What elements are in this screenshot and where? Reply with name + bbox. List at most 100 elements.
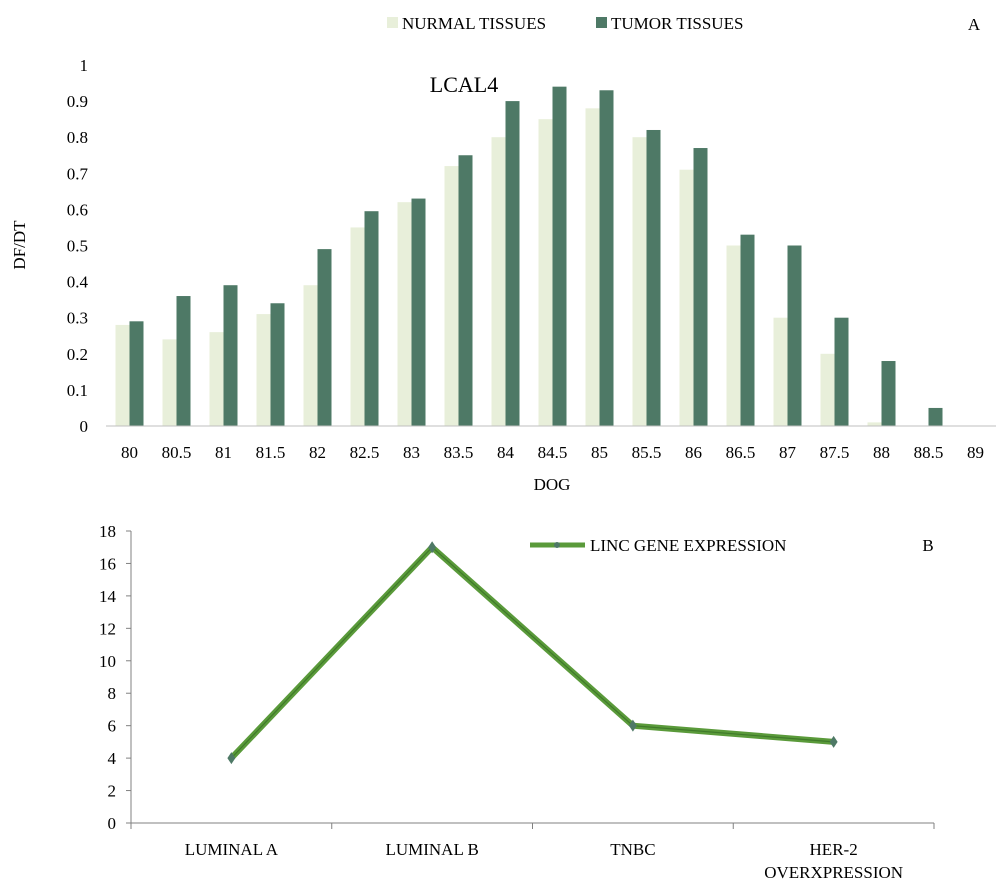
panel-a-x-tick-label: 85.5	[632, 443, 662, 462]
panel-b-x-tick-label: LUMINAL B	[385, 840, 478, 859]
bar-normal-tissues	[867, 422, 882, 426]
panel-a-x-tick-label: 88.5	[914, 443, 944, 462]
legend-swatch-normal	[387, 17, 398, 28]
panel-b-x-tick-label: OVERXPRESSION	[764, 863, 903, 882]
panel-a-y-tick-label: 0.9	[67, 92, 88, 111]
panel-a-x-tick-label: 80.5	[162, 443, 192, 462]
series-point-linc	[628, 719, 637, 732]
panel-a-x-tick-label: 86.5	[726, 443, 756, 462]
bar-normal-tissues	[303, 285, 318, 426]
panel-a-x-tick-label: 82.5	[350, 443, 380, 462]
bar-tumor-tissues	[740, 234, 755, 426]
bar-tumor-tissues	[223, 285, 238, 426]
bar-normal-tissues	[585, 108, 600, 426]
bar-normal-tissues	[679, 169, 694, 426]
panel-b-x-tick-label: TNBC	[610, 840, 655, 859]
bar-tumor-tissues	[505, 101, 520, 426]
panel-a-x-tick-label: 82	[309, 443, 326, 462]
panel-a-legend: NURMAL TISSUES TUMOR TISSUES	[387, 14, 743, 33]
panel-b-y-tick-label: 6	[108, 717, 117, 736]
panel-b-y-tick-label: 8	[108, 684, 117, 703]
panel-a-y-tick-label: 0.3	[67, 309, 88, 328]
bar-tumor-tissues	[599, 90, 614, 427]
panel-a-label: A	[968, 15, 981, 34]
panel-a-y-tick-label: 0.7	[67, 164, 89, 183]
bar-tumor-tissues	[787, 245, 802, 426]
panel-a-x-axis-label: DOG	[534, 475, 571, 494]
bar-normal-tissues	[632, 137, 647, 426]
bar-tumor-tissues	[411, 198, 426, 426]
panel-a-x-tick-label: 83.5	[444, 443, 474, 462]
panel-b-x-ticks: LUMINAL A LUMINAL B TNBC HER-2 OVERXPRESSION	[130, 823, 935, 882]
bar-tumor-tissues	[552, 86, 567, 426]
panel-a-y-ticks: 0 0.1 0.2 0.3 0.4 0.5 0.6 0.7 0.8 0.9 1	[67, 56, 89, 436]
panel-a-x-tick-label: 87	[779, 443, 797, 462]
panel-b-y-tick-label: 18	[99, 522, 116, 541]
panel-b-y-tick-label: 2	[108, 782, 117, 801]
series-point-linc	[428, 541, 437, 554]
panel-b-x-tick-label: HER-2	[810, 840, 858, 859]
panel-a-y-tick-label: 0.6	[67, 200, 88, 219]
panel-a-x-tick-label: 89	[967, 443, 984, 462]
bar-normal-tissues	[397, 202, 412, 426]
panel-a-x-tick-label: 87.5	[820, 443, 850, 462]
bar-tumor-tissues	[881, 361, 896, 426]
panel-a-x-tick-label: 81	[215, 443, 232, 462]
legend-swatch-tumor	[596, 17, 607, 28]
bar-normal-tissues	[444, 166, 459, 426]
panel-a-title: LCAL4	[430, 72, 498, 97]
bar-tumor-tissues	[693, 148, 708, 426]
bar-tumor-tissues	[317, 249, 332, 426]
bar-tumor-tissues	[928, 407, 943, 426]
panel-b-line-chart: B LINC GENE EXPRESSION 0 2 4 6 8 10 12 14 16 18 L…	[99, 522, 935, 882]
panel-a-y-tick-label: 1	[80, 56, 89, 75]
legend-label-tumor: TUMOR TISSUES	[611, 14, 743, 33]
panel-b-y-tick-label: 12	[99, 619, 116, 638]
series-line-linc-core	[230, 546, 834, 759]
panel-a-y-tick-label: 0	[80, 417, 89, 436]
panel-a-bars	[115, 86, 943, 427]
panel-a-x-tick-label: 86	[685, 443, 702, 462]
panel-b-y-tick-label: 0	[108, 814, 117, 833]
bar-normal-tissues	[491, 137, 506, 426]
panel-a-x-tick-label: 84.5	[538, 443, 568, 462]
panel-b-label: B	[922, 536, 933, 555]
bar-normal-tissues	[538, 119, 553, 427]
panel-a-y-tick-label: 0.5	[67, 237, 88, 256]
panel-b-legend: LINC GENE EXPRESSION	[530, 536, 786, 555]
panel-a-x-ticks: 80 80.5 81 81.5 82 82.5 83 83.5 84 84.5 85 85.5 86 86…	[121, 443, 984, 462]
legend-label-normal: NURMAL TISSUES	[402, 14, 546, 33]
panel-a-x-tick-label: 88	[873, 443, 890, 462]
series-point-linc	[829, 735, 838, 748]
panel-b-y-ticks: 0 2 4 6 8 10 12 14 16 18	[99, 522, 131, 833]
panel-b-series	[227, 541, 838, 765]
panel-a-y-axis-label: DF/DT	[10, 220, 29, 270]
bar-normal-tissues	[820, 353, 835, 426]
panel-b-x-tick-label: LUMINAL A	[185, 840, 279, 859]
bar-tumor-tissues	[129, 321, 144, 426]
bar-tumor-tissues	[834, 317, 849, 426]
bar-normal-tissues	[256, 314, 271, 426]
panel-a-x-tick-label: 84	[497, 443, 515, 462]
panel-a-x-tick-label: 81.5	[256, 443, 286, 462]
panel-a-y-tick-label: 0.2	[67, 345, 88, 364]
legend-marker-linc	[554, 542, 560, 548]
panel-b-y-tick-label: 10	[99, 652, 116, 671]
legend-label-linc: LINC GENE EXPRESSION	[590, 536, 786, 555]
series-point-linc	[227, 752, 236, 765]
bar-normal-tissues	[773, 317, 788, 426]
panel-b-y-tick-label: 4	[108, 749, 117, 768]
bar-tumor-tissues	[646, 129, 661, 427]
panel-a-x-tick-label: 80	[121, 443, 138, 462]
panel-a-x-tick-label: 85	[591, 443, 608, 462]
bar-tumor-tissues	[458, 155, 473, 426]
panel-b-y-tick-label: 14	[99, 587, 117, 606]
panel-a-x-tick-label: 83	[403, 443, 420, 462]
panel-a-y-tick-label: 0.1	[67, 381, 88, 400]
panel-a-bar-chart: A NURMAL TISSUES TUMOR TISSUES LCAL4 DF/…	[10, 14, 996, 494]
panel-a-y-tick-label: 0.8	[67, 128, 88, 147]
panel-b-y-tick-label: 16	[99, 554, 116, 573]
series-line-linc	[228, 544, 837, 762]
bar-tumor-tissues	[364, 211, 379, 426]
